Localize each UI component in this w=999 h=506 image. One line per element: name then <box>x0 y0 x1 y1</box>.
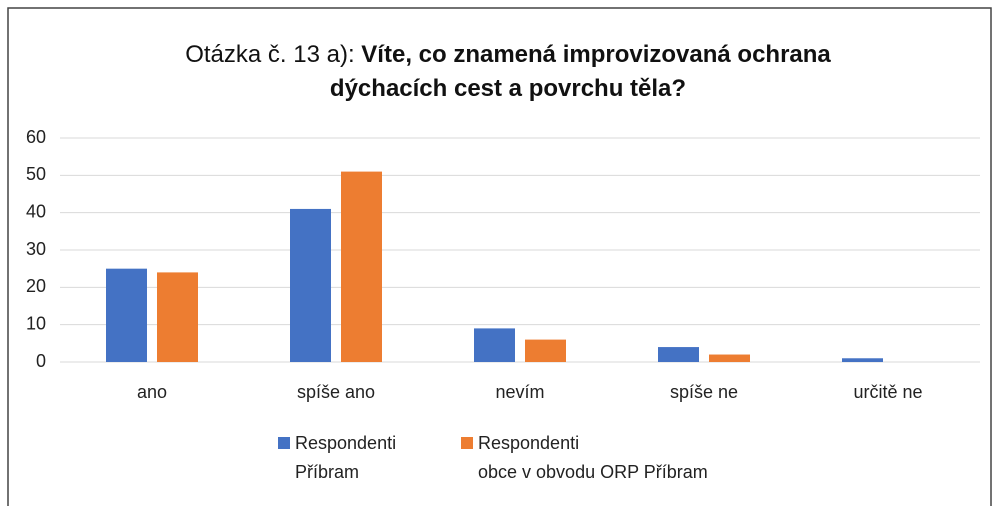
y-tick-label: 30 <box>26 239 46 259</box>
legend-swatch <box>278 437 290 449</box>
y-tick-label: 60 <box>26 127 46 147</box>
bar <box>842 358 883 362</box>
y-tick-label: 20 <box>26 276 46 296</box>
legend-swatch <box>461 437 473 449</box>
x-tick-label: spíše ne <box>670 382 738 402</box>
x-tick-label: nevím <box>495 382 544 402</box>
x-tick-label: spíše ano <box>297 382 375 402</box>
x-tick-label: ano <box>137 382 167 402</box>
title-prefix: Otázka č. 13 a): <box>185 41 355 68</box>
title-main: Víte, co znamená improvizovaná ochrana d… <box>329 41 831 102</box>
bar <box>106 268 147 362</box>
bar <box>157 272 198 362</box>
bar <box>290 208 331 362</box>
y-tick-label: 0 <box>36 351 46 371</box>
chart-title: Otázka č. 13 a): Víte, co znamená improv… <box>148 38 868 106</box>
bar <box>474 328 515 362</box>
y-tick-label: 40 <box>26 201 46 221</box>
legend-label: Respondenti Příbram <box>295 433 397 482</box>
legend-label: Respondenti obce v obvodu ORP Příbram <box>478 433 708 482</box>
bar <box>525 339 566 362</box>
x-tick-label: určitě ne <box>853 382 922 402</box>
bar <box>658 347 699 362</box>
bar <box>341 171 382 362</box>
y-tick-label: 10 <box>26 313 46 333</box>
y-tick-label: 50 <box>26 164 46 184</box>
chart-border <box>7 7 992 506</box>
bar <box>709 354 750 362</box>
